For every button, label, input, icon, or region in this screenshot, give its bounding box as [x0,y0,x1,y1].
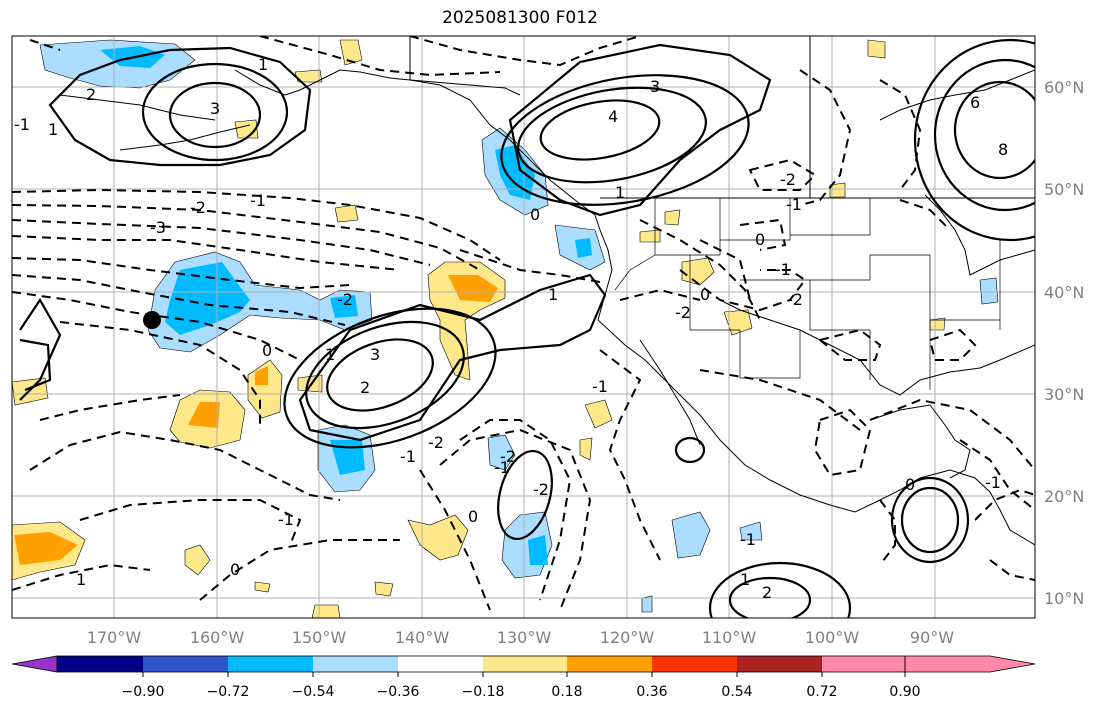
colorbar-tick-label: 0.36 [636,684,667,700]
longitude-label: 170°W [87,628,142,647]
map-panel: 3 2 1 0 -1 -2 -3 4 3 1 0 -1 -2 3 2 1 -1 … [12,36,1035,618]
contour-label: -2 [780,170,796,189]
contour-label: 1 [48,120,58,139]
contour-label: 1 [258,55,268,74]
latitude-label: 10°N [1044,589,1084,608]
latitude-label: 30°N [1044,385,1084,404]
solid-contours [19,38,1035,618]
dashed-contours [12,36,1035,611]
latitude-label: 20°N [1044,487,1084,506]
latitude-label: 50°N [1044,180,1084,199]
colorbar-segment [652,656,737,672]
longitude-label: 100°W [805,628,860,647]
longitude-label: 90°W [910,628,954,647]
colorbar: −0.90 −0.72 −0.54 −0.36 −0.18 0.18 0.36 … [11,655,1036,700]
longitude-label: 120°W [600,628,655,647]
longitude-label: 110°W [702,628,757,647]
state-borders [614,198,1001,390]
contour-label: 3 [370,345,380,364]
contour-label: 1 [740,570,750,589]
contour-label: -2 [500,447,516,466]
contour-label: -2 [787,290,803,309]
colorbar-tick-label: −0.54 [292,684,335,700]
contour-label: 2 [762,583,772,602]
contour-label: 3 [210,99,220,118]
longitude-label: 130°W [497,628,552,647]
contour-label: -1 [14,115,30,134]
contour-label: 1 [325,345,335,364]
contour-label: -2 [337,290,353,309]
contour-label: 1 [76,570,86,589]
colorbar-tick-label: 0.90 [889,684,920,700]
contour-label: -1 [494,458,510,477]
contour-label: 0 [700,285,710,304]
map-frame [11,35,1036,619]
contour-label: 0 [230,560,240,579]
contour-label: -2 [190,198,206,217]
colorbar-segment [737,656,822,672]
colorbar-segment [143,656,228,672]
longitude-label: 150°W [292,628,347,647]
contour-label: 2 [360,378,370,397]
colorbar-extend-right [904,655,1036,673]
longitude-labels: 170°W 160°W 150°W 140°W 130°W 120°W 110°… [87,628,954,647]
contour-label: -1 [775,260,791,279]
colorbar-tick-label: −0.72 [207,684,250,700]
latitude-labels: 60°N 50°N 40°N 30°N 20°N 10°N [1044,78,1084,608]
colorbar-tick-label: 0.72 [806,684,837,700]
colorbar-segment [313,656,398,672]
contour-label: -3 [150,218,166,237]
contour-label: 1 [548,285,558,304]
contour-label: -1 [985,473,1001,492]
colorbar-tick-label: 0.54 [721,684,752,700]
colorbar-segment [398,656,483,672]
contour-label: 0 [905,475,915,494]
contour-label: 0 [530,205,540,224]
longitude-label: 140°W [395,628,450,647]
contour-label: 2 [86,85,96,104]
contour-label: -1 [278,510,294,529]
contour-label: 1 [615,183,625,202]
contour-label: 6 [970,93,980,112]
colorbar-segment [483,656,567,672]
contour-label: -1 [592,377,608,396]
contour-label: -1 [740,530,756,549]
colorbar-tick-label: −0.36 [377,684,420,700]
contour-label: -2 [428,433,444,452]
colorbar-tick-label: −0.18 [462,684,505,700]
colorbar-segment [57,656,143,672]
longitude-label: 160°W [190,628,245,647]
contour-label: 0 [468,507,478,526]
graticule [12,36,1035,618]
location-marker [143,311,161,329]
contour-label: 8 [998,140,1008,159]
colorbar-segment [822,656,905,672]
contour-label: -2 [675,303,691,322]
latitude-label: 40°N [1044,283,1084,302]
colorbar-tick-label: 0.18 [551,684,582,700]
contour-label: -2 [533,480,549,499]
contour-label: 0 [755,230,765,249]
contour-label: 0 [262,341,272,360]
map-title: 2025081300 F012 [442,8,598,28]
latitude-label: 60°N [1044,78,1084,97]
contour-label: 3 [650,77,660,96]
colorbar-segment [228,656,313,672]
contour-label: -1 [786,195,802,214]
colorbar-segment [567,656,652,672]
contour-label: 4 [608,107,618,126]
contour-label: -1 [400,447,416,466]
colorbar-extend-left [11,655,58,673]
contour-labels: 3 2 1 0 -1 -2 -3 4 3 1 0 -1 -2 3 2 1 -1 … [14,55,1008,602]
contour-label: -1 [250,191,266,210]
colorbar-tick-label: −0.90 [122,684,165,700]
